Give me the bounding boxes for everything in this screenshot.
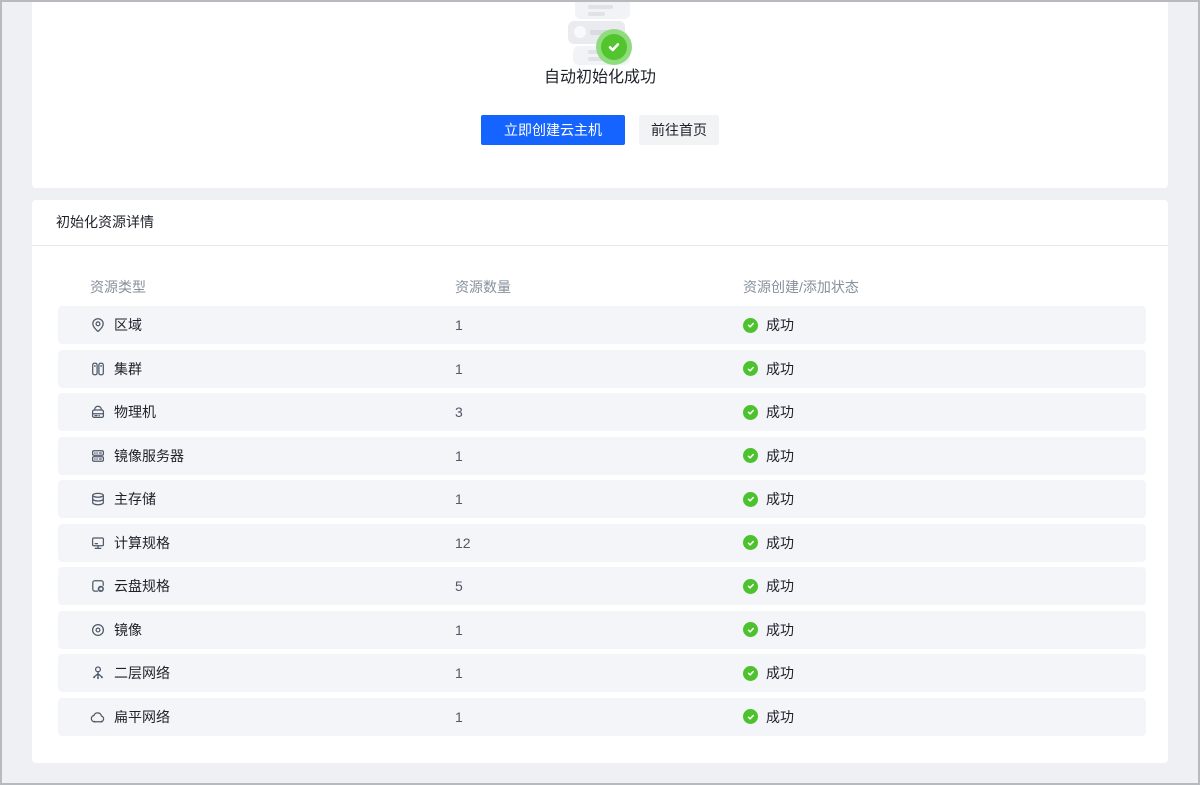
column-header-status: 资源创建/添加状态 bbox=[743, 279, 859, 295]
compute-spec-icon bbox=[91, 536, 105, 549]
disk-spec-icon bbox=[92, 580, 104, 592]
cluster-icon bbox=[92, 362, 104, 375]
location-pin-icon bbox=[92, 318, 104, 332]
physical-machine-icon bbox=[91, 405, 105, 419]
resource-count: 1 bbox=[455, 665, 463, 681]
success-check-icon bbox=[743, 317, 758, 333]
table-row: 云盘规格 5 成功 bbox=[58, 567, 1146, 605]
status-label: 成功 bbox=[766, 317, 794, 333]
success-check-icon bbox=[743, 709, 758, 724]
table-row: 主存储 1 成功 bbox=[58, 480, 1146, 518]
resource-type-label: 镜像服务器 bbox=[114, 447, 184, 464]
status-label: 成功 bbox=[766, 404, 794, 420]
table-row: 集群 1 成功 bbox=[58, 349, 1146, 388]
resource-count: 1 bbox=[455, 708, 463, 725]
resource-count: 1 bbox=[455, 317, 463, 333]
status-label: 成功 bbox=[766, 621, 794, 638]
success-check-icon bbox=[743, 448, 758, 463]
resource-type-label: 物理机 bbox=[114, 404, 156, 420]
column-header-type: 资源类型 bbox=[90, 279, 146, 295]
table-row: 镜像服务器 1 成功 bbox=[58, 436, 1146, 475]
resource-type-label: 镜像 bbox=[114, 621, 142, 638]
success-check-icon bbox=[743, 535, 758, 550]
resource-type-label: 云盘规格 bbox=[114, 578, 170, 594]
resource-count: 5 bbox=[455, 578, 463, 594]
table-row: 二层网络 1 成功 bbox=[58, 654, 1146, 692]
action-buttons: 立即创建云主机 前往首页 bbox=[32, 115, 1168, 145]
create-vm-button[interactable]: 立即创建云主机 bbox=[481, 115, 625, 145]
success-check-icon bbox=[743, 404, 758, 420]
resource-count: 3 bbox=[455, 404, 463, 420]
status-label: 成功 bbox=[766, 491, 794, 507]
status-label: 成功 bbox=[766, 665, 794, 681]
init-success-panel: 自动初始化成功 立即创建云主机 前往首页 bbox=[32, 2, 1168, 188]
flat-network-icon bbox=[90, 711, 105, 723]
resource-type-label: 扁平网络 bbox=[114, 708, 170, 725]
success-check-icon bbox=[743, 665, 758, 681]
resource-type-label: 集群 bbox=[114, 360, 142, 377]
resource-table: 资源类型 资源数量 资源创建/添加状态 区域 1 成功 集群 1 bbox=[32, 246, 1168, 736]
resource-count: 1 bbox=[455, 621, 463, 638]
status-label: 成功 bbox=[766, 534, 794, 551]
status-label: 成功 bbox=[766, 708, 794, 725]
status-label: 成功 bbox=[766, 447, 794, 464]
resource-type-label: 二层网络 bbox=[114, 665, 170, 681]
panel-title: 初始化资源详情 bbox=[32, 200, 1168, 246]
resource-count: 1 bbox=[455, 491, 463, 507]
table-header-row: 资源类型 资源数量 资源创建/添加状态 bbox=[58, 268, 1146, 306]
resource-details-panel: 初始化资源详情 资源类型 资源数量 资源创建/添加状态 区域 1 成功 集群 bbox=[32, 200, 1168, 763]
list-item-graphic bbox=[575, 2, 630, 19]
success-check-icon bbox=[743, 578, 758, 594]
resource-count: 1 bbox=[455, 360, 463, 377]
check-circle-icon bbox=[596, 29, 632, 65]
go-home-button[interactable]: 前往首页 bbox=[639, 115, 719, 145]
resource-type-label: 区域 bbox=[114, 317, 142, 333]
resource-type-label: 主存储 bbox=[114, 491, 156, 507]
init-success-illustration bbox=[568, 2, 632, 65]
status-label: 成功 bbox=[766, 360, 794, 377]
resource-count: 1 bbox=[455, 447, 463, 464]
column-header-count: 资源数量 bbox=[455, 279, 511, 295]
success-title: 自动初始化成功 bbox=[543, 69, 656, 86]
disc-image-icon bbox=[91, 623, 105, 636]
table-row: 区域 1 成功 bbox=[58, 306, 1146, 344]
success-check-icon bbox=[743, 622, 758, 637]
success-check-icon bbox=[743, 361, 758, 376]
resource-count: 12 bbox=[455, 534, 471, 551]
table-row: 镜像 1 成功 bbox=[58, 610, 1146, 649]
table-row: 扁平网络 1 成功 bbox=[58, 697, 1146, 736]
primary-storage-icon bbox=[92, 492, 104, 506]
image-server-icon bbox=[91, 449, 105, 462]
status-label: 成功 bbox=[766, 578, 794, 594]
l2-network-icon bbox=[93, 666, 103, 679]
success-check-icon bbox=[743, 491, 758, 507]
table-row: 计算规格 12 成功 bbox=[58, 523, 1146, 562]
table-row: 物理机 3 成功 bbox=[58, 393, 1146, 431]
resource-type-label: 计算规格 bbox=[114, 534, 170, 551]
